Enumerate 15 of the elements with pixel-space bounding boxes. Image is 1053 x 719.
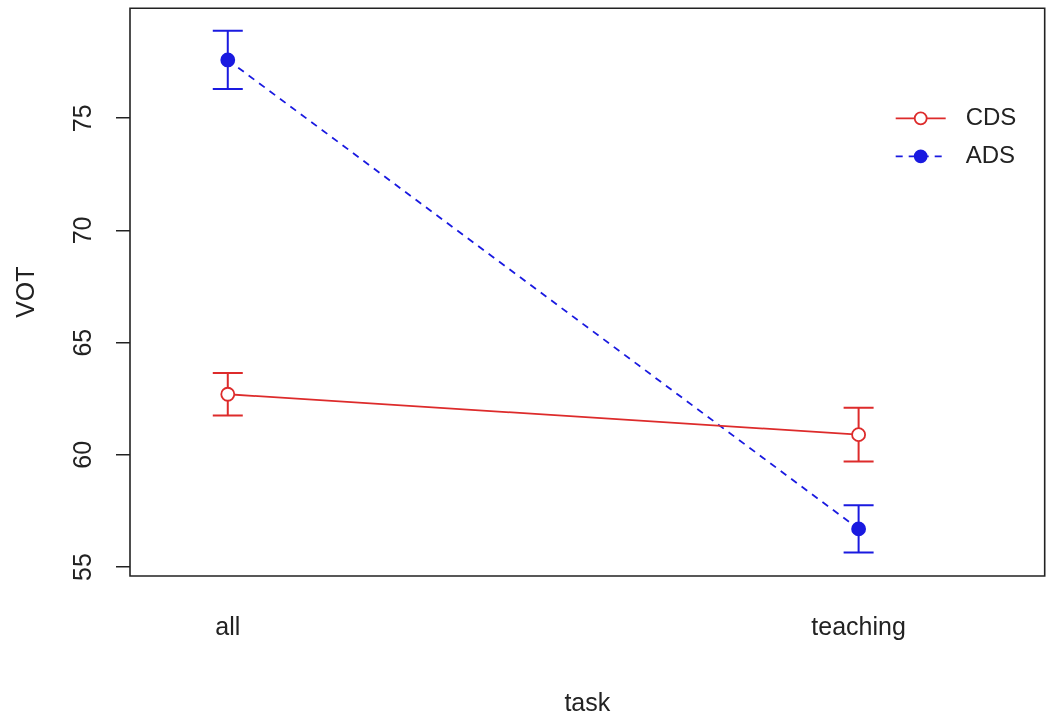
x-tick-label: teaching: [811, 611, 906, 640]
point: [220, 52, 236, 68]
y-tick-label: 60: [67, 440, 96, 469]
legend-label: CDS: [965, 102, 1017, 130]
y-tick-label: 75: [67, 104, 96, 133]
y-tick-label: 70: [67, 216, 96, 245]
point: [220, 386, 236, 402]
y-tick-label: 55: [67, 553, 96, 581]
point: [851, 427, 867, 443]
point: [851, 521, 867, 537]
y-axis-title: VOT: [10, 266, 39, 318]
legend-label: ADS: [965, 140, 1016, 168]
y-tick-label: 65: [67, 328, 96, 357]
x-tick-label: all: [215, 611, 241, 640]
x-axis-title: task: [564, 687, 611, 716]
